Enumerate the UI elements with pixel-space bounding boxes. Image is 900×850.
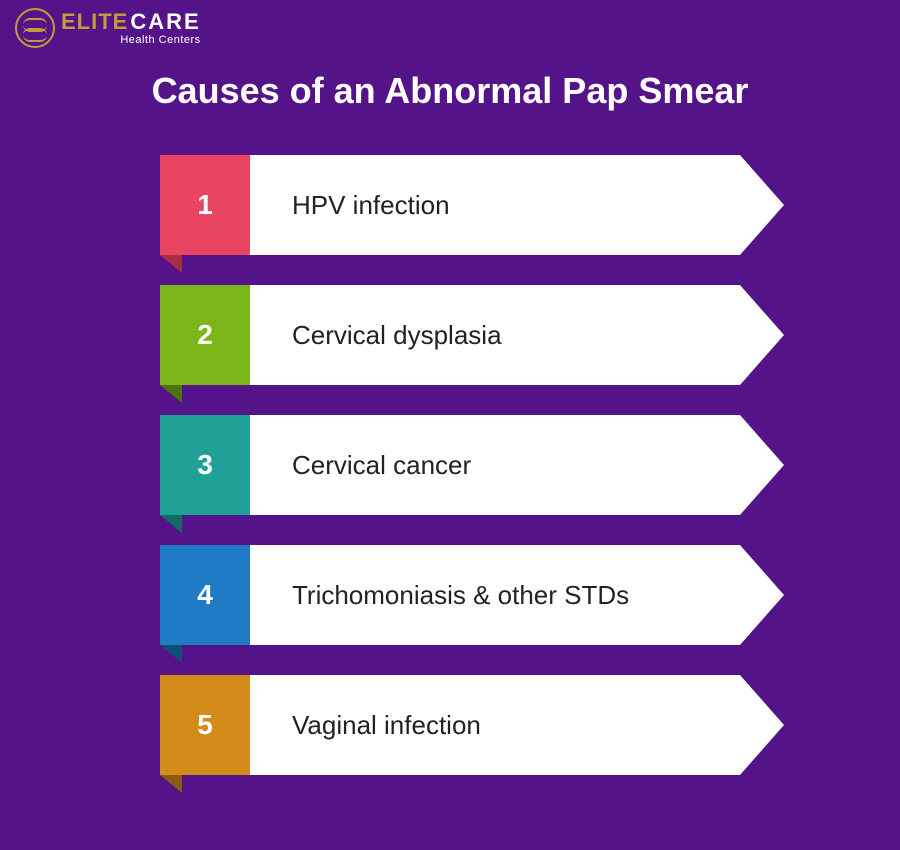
chevron-right-icon: [740, 285, 784, 385]
list-item-number: 1: [160, 155, 250, 255]
ribbon-fold: [160, 255, 182, 273]
ribbon-fold: [160, 775, 182, 793]
logo-subtitle: Health Centers: [61, 35, 201, 46]
ribbon-fold: [160, 645, 182, 663]
list-item: 1 HPV infection: [160, 155, 740, 255]
logo-icon: [15, 8, 55, 48]
chevron-right-icon: [740, 415, 784, 515]
list-item-label: HPV infection: [292, 189, 450, 222]
list-item-label: Cervical cancer: [292, 449, 471, 482]
page-title: Causes of an Abnormal Pap Smear: [0, 70, 900, 112]
logo-word-1: ELITE: [61, 11, 128, 33]
causes-list: 1 HPV infection 2 Cervical dysplasia 3 Cervic…: [160, 155, 740, 775]
list-item-label: Cervical dysplasia: [292, 319, 502, 352]
list-item-bar: Cervical cancer: [250, 415, 740, 515]
list-item-label: Vaginal infection: [292, 709, 481, 742]
list-item: 3 Cervical cancer: [160, 415, 740, 515]
list-item: 2 Cervical dysplasia: [160, 285, 740, 385]
chevron-right-icon: [740, 675, 784, 775]
list-item-number: 4: [160, 545, 250, 645]
list-item-bar: Vaginal infection: [250, 675, 740, 775]
list-item: 4 Trichomoniasis & other STDs: [160, 545, 740, 645]
brand-logo: ELITE CARE Health Centers: [15, 8, 201, 48]
chevron-right-icon: [740, 155, 784, 255]
ribbon-fold: [160, 385, 182, 403]
logo-text: ELITE CARE Health Centers: [61, 11, 201, 46]
list-item-number: 5: [160, 675, 250, 775]
logo-word-2: CARE: [130, 11, 200, 33]
list-item-bar: Cervical dysplasia: [250, 285, 740, 385]
list-item-bar: Trichomoniasis & other STDs: [250, 545, 740, 645]
ribbon-fold: [160, 515, 182, 533]
list-item-bar: HPV infection: [250, 155, 740, 255]
list-item-number: 3: [160, 415, 250, 515]
list-item-number: 2: [160, 285, 250, 385]
infographic-page: ELITE CARE Health Centers Causes of an A…: [0, 0, 900, 850]
chevron-right-icon: [740, 545, 784, 645]
list-item-label: Trichomoniasis & other STDs: [292, 579, 629, 612]
list-item: 5 Vaginal infection: [160, 675, 740, 775]
